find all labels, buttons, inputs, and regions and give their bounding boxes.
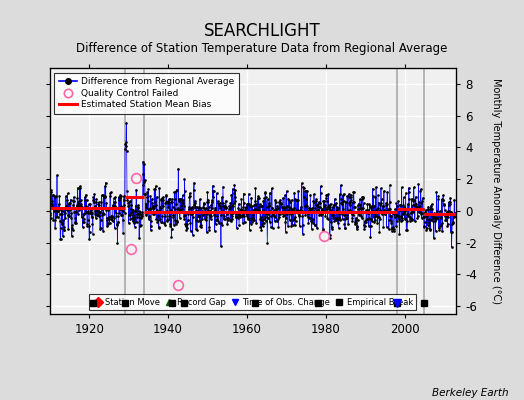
Legend: Station Move, Record Gap, Time of Obs. Change, Empirical Break: Station Move, Record Gap, Time of Obs. C…: [89, 294, 417, 310]
Text: Berkeley Earth: Berkeley Earth: [432, 388, 508, 398]
Y-axis label: Monthly Temperature Anomaly Difference (°C): Monthly Temperature Anomaly Difference (…: [490, 78, 500, 304]
Text: SEARCHLIGHT: SEARCHLIGHT: [204, 22, 320, 40]
Text: Difference of Station Temperature Data from Regional Average: Difference of Station Temperature Data f…: [77, 42, 447, 55]
